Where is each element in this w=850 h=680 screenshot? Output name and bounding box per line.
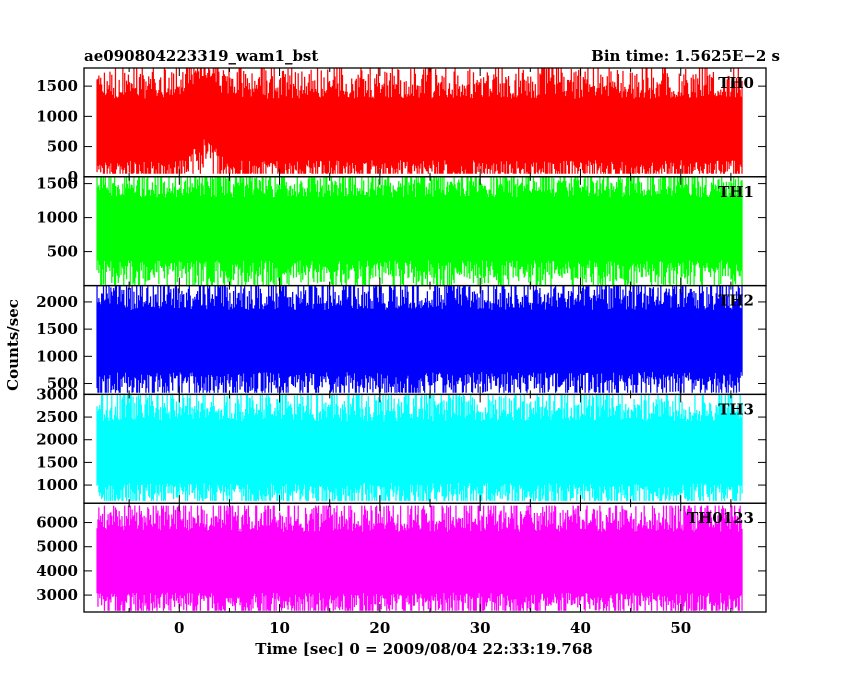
y-tick-label: 5000 [36, 538, 78, 556]
panel-th2: 500 1000 1500 2000 TH2 [36, 284, 767, 396]
series-label-th0123: TH0123 [687, 509, 754, 527]
panel-th0: 0 500 1000 1500 TH0 [36, 67, 767, 186]
y-tick-label: 1000 [36, 347, 78, 365]
y-tick-label: 2500 [36, 408, 78, 426]
panel-frame [83, 502, 767, 613]
y-tick-label: 0 [68, 168, 78, 186]
y-tick-label: 6000 [36, 514, 78, 532]
y-tick-label: 2000 [36, 293, 78, 311]
y-tick-label: 3000 [36, 385, 78, 403]
y-tick-label: 2000 [36, 431, 78, 449]
x-tick-label: 10 [269, 619, 290, 637]
chart-title: ae090804223319_wam1_bst [84, 47, 318, 65]
x-tick-label: 50 [670, 619, 691, 637]
x-tick-label: 20 [369, 619, 390, 637]
y-tick-label: 1500 [36, 453, 78, 471]
series-label-th3: TH3 [718, 400, 754, 418]
y-axis-label: Counts/sec [4, 299, 22, 391]
y-tick-label: 1000 [36, 209, 78, 227]
y-tick-label: 1000 [36, 107, 78, 125]
x-tick-label: 40 [570, 619, 591, 637]
panel-th1: 500 1000 1500 TH1 [36, 175, 767, 287]
series-label-th1: TH1 [718, 183, 754, 201]
y-tick-label: 1000 [36, 476, 78, 494]
light-curve-th3 [96, 394, 743, 501]
y-tick-label: 4000 [36, 562, 78, 580]
light-curve-th0 [96, 68, 743, 174]
x-tick-label: 0 [174, 619, 184, 637]
x-tick-label: 30 [470, 619, 491, 637]
panel-th0123: 3000 4000 5000 6000 TH0123 [36, 502, 767, 613]
y-tick-label: 3000 [36, 586, 78, 604]
y-tick-label: 500 [47, 375, 78, 393]
y-tick-label: 1500 [36, 175, 78, 193]
light-curve-th2 [96, 285, 743, 393]
y-tick-label: 1500 [36, 320, 78, 338]
bin-time-label: Bin time: 1.5625E−2 s [591, 47, 780, 65]
y-tick-label: 1500 [36, 77, 78, 95]
light-curve-th0123 [96, 505, 743, 611]
panel-th3: 1000 1500 2000 2500 3000 TH3 [36, 385, 767, 504]
x-axis-label: Time [sec] 0 = 2009/08/04 22:33:19.768 [255, 640, 592, 658]
y-tick-label: 500 [47, 138, 78, 156]
y-tick-label: 500 [47, 243, 78, 261]
light-curve-th1 [96, 176, 743, 286]
series-label-th2: TH2 [718, 292, 754, 310]
series-label-th0: TH0 [718, 74, 754, 92]
